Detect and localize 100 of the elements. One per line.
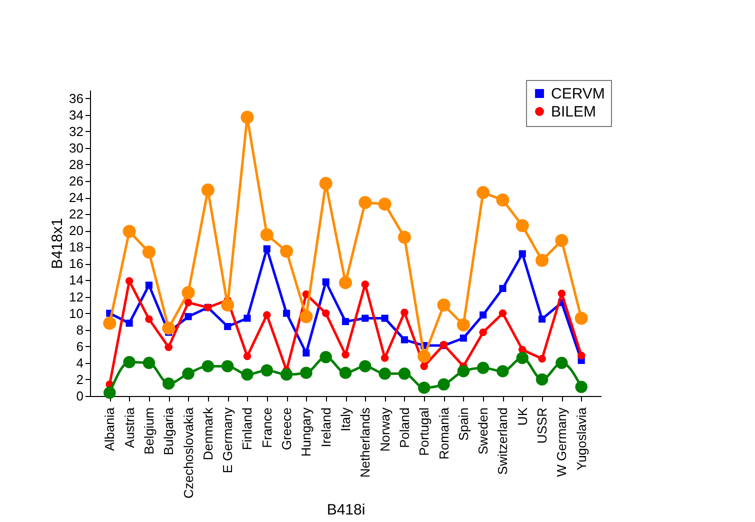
y-tick-label: 12 xyxy=(69,289,84,304)
point xyxy=(460,334,467,342)
y-tick-label: 8 xyxy=(76,322,84,338)
point xyxy=(438,378,450,391)
x-tick-label: Spain xyxy=(456,408,471,441)
y-tick-label: 4 xyxy=(76,355,84,370)
y-tick-label: 0 xyxy=(76,388,84,404)
point xyxy=(283,310,290,317)
point xyxy=(320,351,332,364)
x-tick-label: Czechoslovakia xyxy=(180,406,196,499)
y-tick-label: 2 xyxy=(76,372,84,387)
y-tick-label: 16 xyxy=(69,256,84,272)
legend-label: BILEM xyxy=(551,104,596,120)
y-tick-label: 28 xyxy=(69,156,84,172)
point xyxy=(162,322,176,335)
x-tick-label: E Germany xyxy=(220,407,236,474)
point xyxy=(202,360,214,372)
x-tick-label: Austria xyxy=(122,406,137,448)
point xyxy=(241,368,254,381)
x-tick-label: Italy xyxy=(338,407,353,432)
point xyxy=(381,314,388,322)
point xyxy=(577,352,586,360)
y-tick-label: 34 xyxy=(69,107,84,122)
point xyxy=(437,298,450,312)
point xyxy=(457,365,470,378)
point xyxy=(480,311,487,318)
point xyxy=(103,316,116,330)
point xyxy=(339,366,352,379)
point xyxy=(362,314,369,322)
point xyxy=(145,315,153,323)
point xyxy=(104,386,116,399)
y-tick-label: 20 xyxy=(69,223,84,238)
point xyxy=(536,254,549,267)
point xyxy=(538,354,546,363)
point xyxy=(418,382,430,394)
x-tick-label: Sweden xyxy=(476,408,491,454)
point xyxy=(378,368,391,380)
legend-label: CERVM xyxy=(551,86,605,102)
point xyxy=(123,356,136,368)
x-tick-label: France xyxy=(259,408,274,448)
point xyxy=(538,316,546,323)
point xyxy=(300,310,313,324)
point xyxy=(280,244,294,258)
point xyxy=(476,362,490,374)
point xyxy=(558,290,566,298)
point xyxy=(221,360,234,372)
point xyxy=(263,245,270,252)
y-axis-title: B418x1 xyxy=(49,218,66,269)
point xyxy=(126,320,133,327)
point xyxy=(556,356,568,370)
y-tick-label: 32 xyxy=(69,124,84,139)
point xyxy=(536,373,548,386)
point xyxy=(359,360,372,372)
point xyxy=(184,313,192,320)
point xyxy=(182,286,195,300)
point xyxy=(400,336,408,344)
point xyxy=(201,184,214,197)
point xyxy=(420,362,428,370)
x-tick-label: Finland xyxy=(240,408,255,450)
point xyxy=(125,277,134,285)
point xyxy=(575,380,588,394)
point xyxy=(338,276,352,290)
point xyxy=(342,318,350,326)
x-tick-label: Norway xyxy=(377,407,392,452)
y-tick-label: 14 xyxy=(69,272,84,288)
x-tick-label: Poland xyxy=(396,408,412,448)
x-tick-label: Ireland xyxy=(318,408,334,448)
point xyxy=(361,280,370,288)
point xyxy=(516,352,529,364)
point xyxy=(322,309,330,318)
y-tick-label: 22 xyxy=(69,206,84,222)
x-tick-label: UK xyxy=(514,407,530,426)
y-tick-label: 10 xyxy=(69,306,84,321)
x-tick-label: Portugal xyxy=(416,407,432,456)
point xyxy=(574,312,588,325)
point xyxy=(319,176,332,190)
point xyxy=(476,186,490,200)
x-tick-label: Denmark xyxy=(200,407,216,460)
point xyxy=(260,364,274,376)
x-tick-label: Belgium xyxy=(141,408,156,454)
point xyxy=(400,308,408,316)
point xyxy=(456,318,470,332)
point xyxy=(398,368,411,380)
x-tick-label: Albania xyxy=(102,406,118,451)
point xyxy=(516,219,529,232)
x-tick-label: USSR xyxy=(534,408,550,444)
point xyxy=(260,228,274,242)
x-tick-label: Hungary xyxy=(298,407,314,457)
x-tick-label: W Germany xyxy=(554,407,570,477)
point xyxy=(240,110,254,124)
point xyxy=(122,224,136,238)
point xyxy=(164,343,172,352)
point xyxy=(498,309,507,318)
point xyxy=(142,356,156,370)
x-tick-label: Yugoslavia xyxy=(574,406,589,470)
point xyxy=(496,193,510,206)
point xyxy=(280,368,293,381)
point xyxy=(418,350,431,363)
point xyxy=(380,354,389,362)
y-tick-label: 6 xyxy=(76,338,84,354)
